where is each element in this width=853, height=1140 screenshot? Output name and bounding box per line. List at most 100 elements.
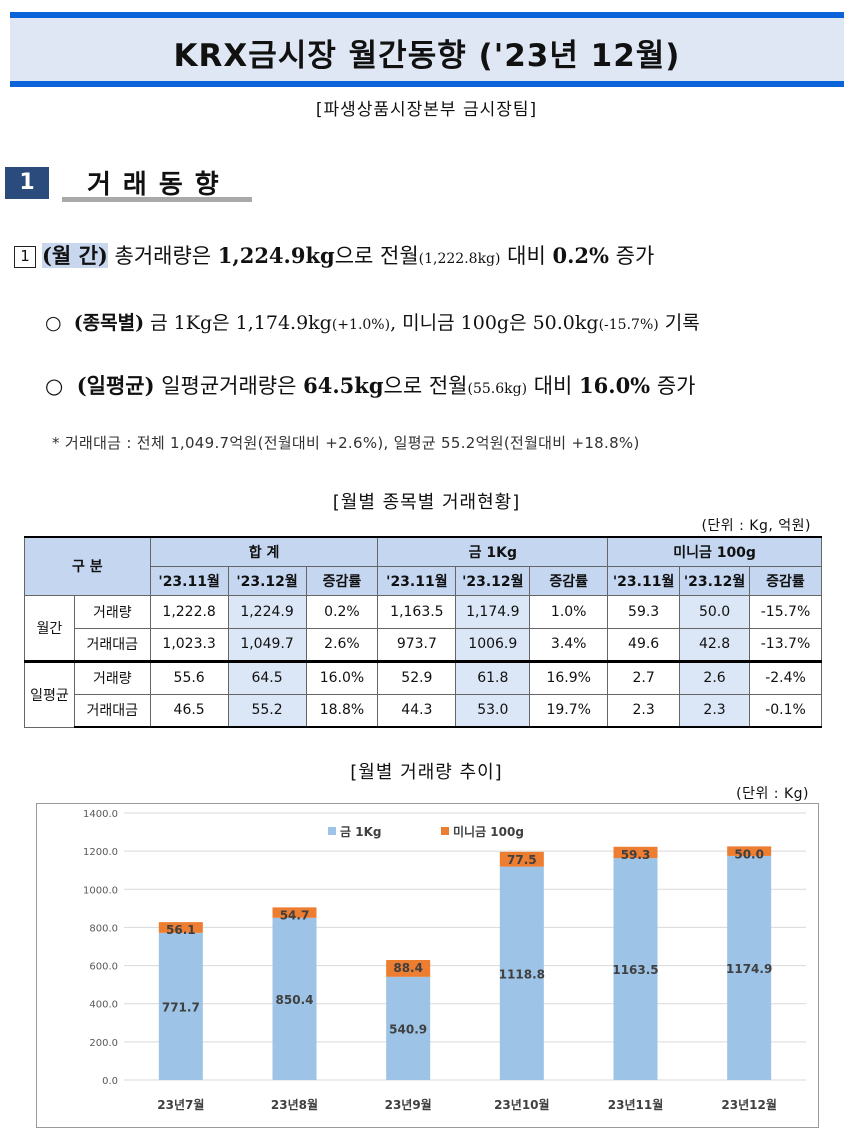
row-item: 거래량: [73, 594, 151, 629]
table-cell: -15.7%: [749, 594, 822, 629]
table-cell: 1,174.9: [455, 594, 531, 629]
table-cell: 1006.9: [455, 627, 531, 662]
bar-gold-1kg: [727, 855, 772, 1080]
monthly-volume-chart: 0.0 200.0 400.0 600.0 800.0 1000.0 1200.0 1400.…: [83, 809, 806, 1112]
daily-change-rate: 16.0%: [579, 373, 651, 398]
y-tick-label: 1000.0: [83, 885, 118, 896]
mini-gold-volume: 50.0kg: [532, 312, 599, 334]
page-title: KRX금시장 월간동향 ('23년 12월): [173, 38, 681, 74]
table-cell: 18.8%: [305, 693, 379, 728]
bullet-icon: ○: [45, 374, 64, 398]
y-tick-label: 400.0: [89, 1000, 118, 1011]
data-label: 56.1: [166, 923, 196, 937]
bar-mini-gold: [499, 851, 544, 867]
table-cell: 64.5: [227, 659, 307, 695]
banner-bottom-rule: [10, 81, 844, 87]
text: 으로 전월: [334, 244, 419, 268]
text: 대비: [527, 374, 580, 398]
table-cell: 2.6: [679, 659, 750, 695]
x-tick-label: 23년11월: [608, 1097, 663, 1112]
x-tick-label: 23년12월: [721, 1097, 776, 1112]
row-item: 거래대금: [73, 693, 151, 728]
table-cell: 49.6: [607, 627, 681, 662]
summary-monthly: 1 (월 간) 총거래량은 1,224.9kg으로 전월(1,222.8kg) 대…: [14, 240, 654, 270]
data-label: 850.4: [276, 993, 314, 1007]
text: 일평균거래량은: [154, 374, 304, 398]
table-subheader-row: '23.11월 '23.12월 증감률 '23.11월 '23.12월 증감률 …: [25, 565, 822, 596]
table-row: 일평균 거래량 55.6 64.5 16.0% 52.9 61.8 16.9% …: [24, 659, 822, 728]
x-tick-label: 23년8월: [271, 1097, 318, 1112]
row-item: 거래량: [73, 659, 151, 695]
chart-title: [월별 거래량 추이]: [350, 762, 503, 783]
data-label: 1163.5: [612, 963, 658, 977]
bar-gold-1kg: [613, 858, 658, 1080]
subheader: '23.11월: [377, 565, 457, 596]
table-cell: 50.0: [679, 594, 750, 629]
table-cell: 2.6%: [305, 627, 379, 662]
bar-mini-gold: [386, 959, 431, 977]
text: 금 1Kg은: [144, 312, 236, 334]
daily-avg-volume: 64.5kg: [303, 373, 384, 398]
data-label: 540.9: [389, 1022, 427, 1036]
subheader: 증감률: [529, 565, 609, 596]
legend-label: 금 1Kg: [340, 825, 381, 839]
bullet-icon: ○: [45, 312, 62, 334]
group-header-mini-gold: 미니금 100g: [607, 536, 822, 567]
mini-gold-change: (-15.7%): [598, 317, 659, 333]
daily-avg-label: (일평균): [76, 373, 155, 398]
subheader: '23.12월: [227, 565, 307, 596]
legend-swatch: [328, 827, 336, 835]
table-row: 거래대금 1,023.3 1,049.7 2.6% 973.7 1006.9 3…: [25, 627, 822, 662]
subheader: '23.11월: [149, 565, 229, 596]
table-row: 거래대금 46.5 55.2 18.8% 44.3 53.0 19.7% 2.3…: [25, 693, 822, 728]
table-cell: 2.7: [607, 659, 681, 695]
table-cell: 46.5: [149, 693, 229, 728]
prev-volume: (1,222.8kg): [418, 251, 501, 267]
table-cell: 2.3: [607, 693, 681, 728]
monthly-label: (월 간): [42, 243, 108, 268]
table-cell: -2.4%: [749, 659, 822, 695]
table-cell: -13.7%: [749, 627, 822, 662]
prev-daily-volume: (55.6kg): [467, 381, 528, 397]
monthly-trading-table: 구 분 합 계 금 1Kg 미니금 100g '23.11월 '23.12월 증…: [24, 536, 822, 728]
y-tick-label: 1200.0: [83, 847, 118, 858]
legend-label: 미니금 100g: [453, 824, 524, 839]
table-cell: 42.8: [679, 627, 750, 662]
table-unit: (단위 : Kg, 억원): [701, 518, 811, 534]
bar-mini-gold: [272, 907, 317, 918]
by-product-label: (종목별): [73, 312, 145, 334]
row-group-monthly: 월간: [24, 594, 75, 662]
subheader: 증감률: [749, 565, 822, 596]
department-subtitle: [파생상품시장본부 금시장팀]: [315, 100, 538, 120]
group-header-total: 합 계: [149, 536, 379, 567]
text: 대비: [500, 244, 553, 268]
table-cell: 0.2%: [305, 594, 379, 629]
table-cell: 1,049.7: [227, 627, 307, 662]
bar-mini-gold: [158, 922, 203, 933]
subheader: '23.12월: [679, 565, 750, 596]
data-label: 59.3: [621, 848, 651, 862]
trading-value-note: * 거래대금 : 전체 1,049.7억원(전월대비 +2.6%), 일평균 5…: [52, 434, 640, 452]
corner-header: 구 분: [24, 536, 151, 596]
data-label: 50.0: [734, 847, 764, 861]
legend-swatch: [441, 827, 449, 835]
y-tick-label: 600.0: [89, 962, 118, 973]
bar-mini-gold: [727, 846, 772, 856]
chart-frame: [36, 803, 819, 1128]
x-tick-label: 23년10월: [494, 1097, 549, 1112]
x-tick-label: 23년9월: [385, 1097, 432, 1112]
y-tick-label: 0.0: [102, 1076, 118, 1087]
text: 총거래량은: [107, 244, 218, 268]
table-cell: 1,023.3: [149, 627, 229, 662]
data-label: 88.4: [393, 961, 423, 975]
data-label: 77.5: [507, 853, 537, 867]
section-number: 1: [5, 167, 49, 199]
text: 으로 전월: [383, 374, 468, 398]
data-label: 771.7: [162, 1000, 200, 1014]
table-title: [월별 종목별 거래현황]: [332, 492, 521, 513]
table-header-row: 구 분 합 계 금 1Kg 미니금 100g: [24, 536, 822, 596]
subheader: '23.11월: [607, 565, 681, 596]
group-header-gold-1kg: 금 1Kg: [377, 536, 609, 567]
table-cell: 59.3: [607, 594, 681, 629]
y-tick-label: 1400.0: [83, 809, 118, 820]
